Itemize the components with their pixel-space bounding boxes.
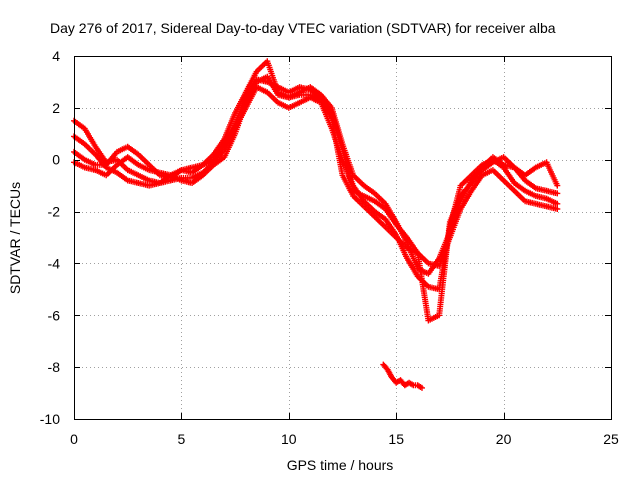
y-tick-label: -10: [40, 411, 60, 427]
y-tick-label: -4: [48, 255, 61, 271]
x-tick-label: 15: [388, 431, 404, 447]
chart-title: Day 276 of 2017, Sidereal Day-to-day VTE…: [50, 20, 556, 36]
series-track-4: [71, 76, 561, 324]
x-tick-label: 20: [496, 431, 512, 447]
data-point: [554, 200, 561, 207]
axis-ticks: 0 5 10 15 20 25 -10 -8 -6 -4 -2 0 2 4: [40, 48, 619, 447]
series-track-2: [71, 84, 561, 293]
x-axis-label: GPS time / hours: [287, 457, 394, 473]
x-tick-label: 10: [281, 431, 297, 447]
data-series: [71, 58, 561, 391]
y-tick-label: -2: [48, 204, 61, 220]
y-tick-label: 4: [52, 48, 60, 64]
series-track-5: [380, 361, 425, 391]
data-point: [554, 206, 561, 212]
y-axis-label: SDTVAR / TECUs: [7, 182, 23, 294]
x-tick-label: 25: [603, 431, 619, 447]
y-tick-label: -6: [48, 307, 61, 323]
y-tick-label: 0: [52, 152, 60, 168]
plot-frame: [74, 56, 612, 420]
y-tick-label: -8: [48, 359, 61, 375]
data-point: [554, 190, 561, 197]
x-tick-label: 0: [70, 431, 78, 447]
y-tick-label: 2: [52, 100, 60, 116]
x-tick-label: 5: [178, 431, 186, 447]
grid-lines: [74, 56, 611, 419]
data-point: [419, 384, 425, 391]
data-point: [554, 182, 561, 189]
